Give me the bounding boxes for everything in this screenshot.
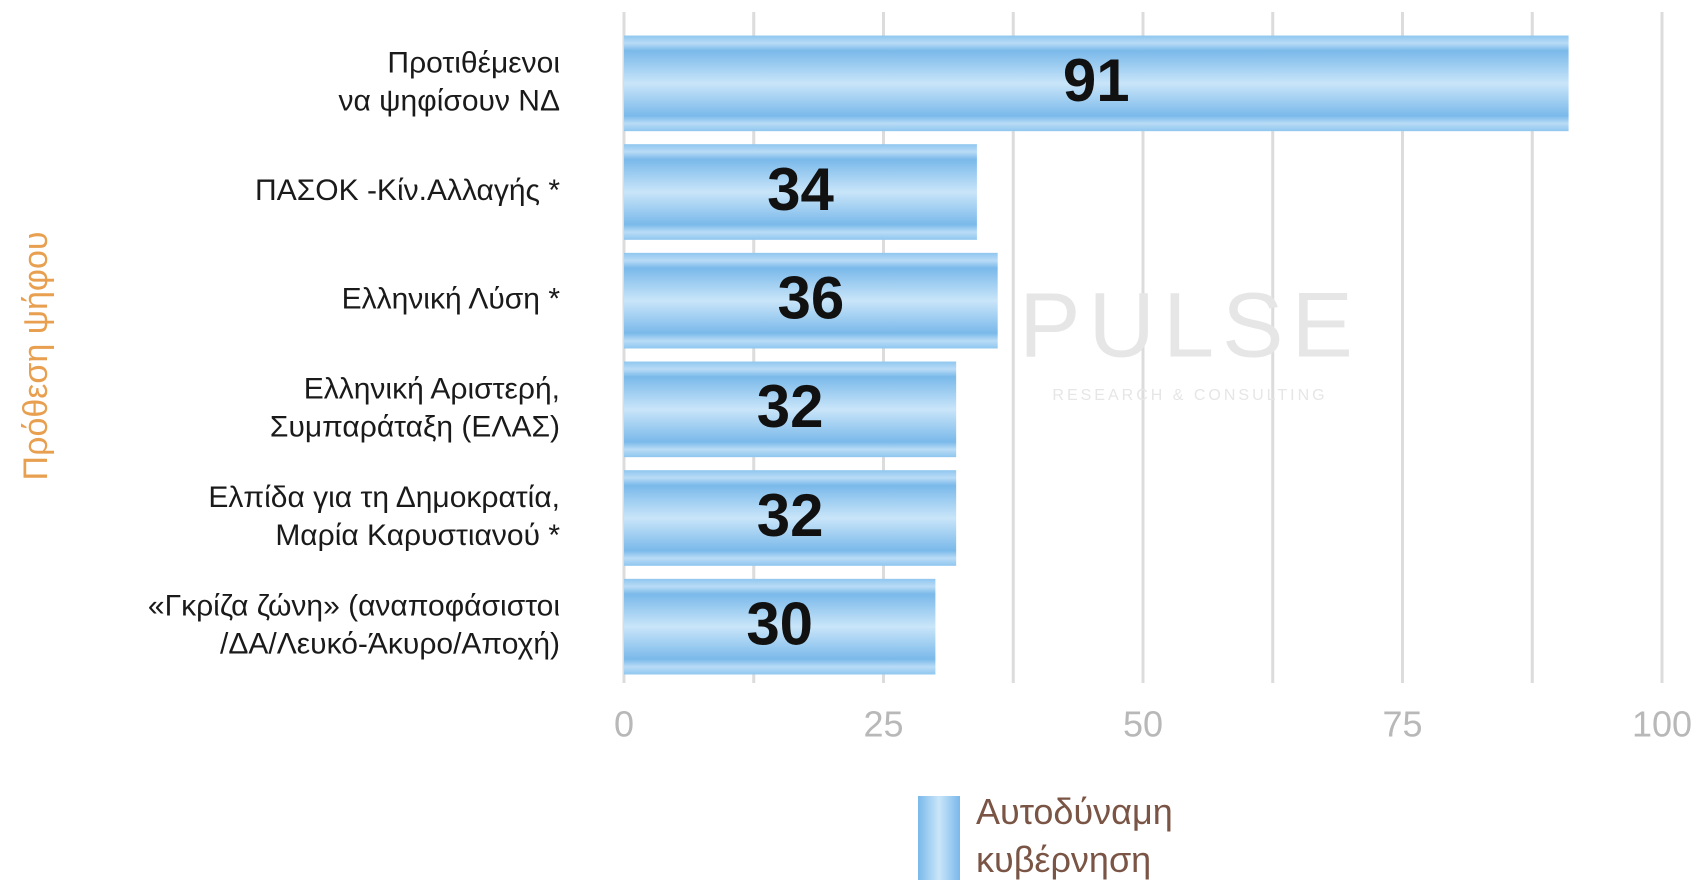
data-label: 30 bbox=[746, 591, 813, 658]
x-tick-label: 75 bbox=[1382, 704, 1422, 745]
watermark: PULSE bbox=[1019, 274, 1361, 376]
watermark-sub: RESEARCH & CONSULTING bbox=[1052, 387, 1327, 404]
bar bbox=[624, 361, 957, 458]
x-tick-label: 0 bbox=[614, 704, 634, 745]
x-tick-label: 50 bbox=[1123, 704, 1163, 745]
bar bbox=[624, 35, 1569, 132]
category-label: ΠΑΣΟΚ -Κίν.Αλλαγής * bbox=[255, 174, 560, 207]
bar bbox=[624, 578, 936, 675]
x-tick-label: 100 bbox=[1632, 704, 1692, 745]
category-label: Ελληνική Λύση * bbox=[342, 283, 561, 316]
data-label: 34 bbox=[767, 156, 834, 223]
legend-swatch bbox=[918, 796, 960, 880]
category-label: «Γκρίζα ζώνη» (αναποφάσιστοι/ΔΑ/Λευκό-Άκ… bbox=[148, 590, 560, 661]
category-label: Προτιθέμενοι να ψηφίσουν ΝΔ bbox=[338, 46, 560, 117]
bar bbox=[624, 470, 957, 566]
bar bbox=[624, 252, 998, 349]
bar bbox=[624, 144, 977, 240]
data-label: 36 bbox=[777, 265, 844, 332]
y-axis-title: Πρόθεση ψήφου bbox=[17, 232, 55, 481]
data-label: 91 bbox=[1063, 47, 1130, 114]
category-label: Ελπίδα για τη Δημοκρατία, Μαρία Καρυστιαν… bbox=[208, 481, 560, 552]
data-label: 32 bbox=[757, 373, 824, 440]
x-tick-label: 25 bbox=[863, 704, 903, 745]
legend-label: Αυτοδύναμη κυβέρνηση bbox=[976, 791, 1173, 880]
category-label: Ελληνική Αριστερή, Συμπαράταξη (ΕΛΑΣ) bbox=[270, 372, 560, 443]
data-label: 32 bbox=[757, 482, 824, 549]
